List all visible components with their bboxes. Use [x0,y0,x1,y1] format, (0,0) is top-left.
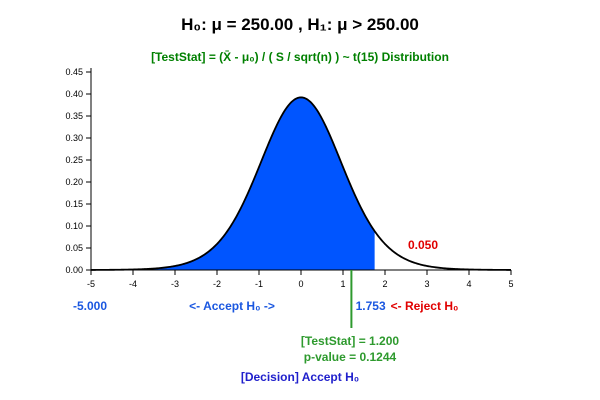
y-tick-label: 0.45 [65,67,83,77]
y-tick-label: 0.40 [65,89,83,99]
x-tick-label: -5 [87,279,95,289]
y-tick-label: 0.00 [65,265,83,275]
left-bound-label: -5.000 [73,299,107,313]
density-curve [91,96,511,271]
y-tick-label: 0.35 [65,111,83,121]
p-value-label: p-value = 0.1244 [304,350,397,364]
reject-region-label: <- Reject H₀ [391,299,459,313]
x-tick-label: 2 [382,279,387,289]
x-tick-label: 4 [466,279,471,289]
y-tick-label: 0.20 [65,177,83,187]
accept-region-label: <- Accept H₀ -> [189,299,275,313]
critical-value-label: 1.753 [356,299,386,313]
y-tick-label: 0.15 [65,199,83,209]
x-tick-label: 3 [424,279,429,289]
accept-region-fill [91,97,375,271]
x-ticks: -5 -4 -3 -2 -1 0 1 2 3 4 5 [87,270,514,289]
x-tick-label: 5 [508,279,513,289]
y-tick-label: 0.30 [65,133,83,143]
x-tick-label: 1 [340,279,345,289]
y-tick-label: 0.05 [65,243,83,253]
y-ticks: 0.00 0.05 0.10 0.15 0.20 0.25 0.30 0.35 0.40 0.45 [65,67,91,275]
chart-title: H₀: μ = 250.00 , H₁: μ > 250.00 [181,15,419,34]
alpha-label: 0.050 [408,238,438,252]
y-tick-label: 0.10 [65,221,83,231]
x-tick-label: -4 [129,279,137,289]
x-tick-label: -2 [213,279,221,289]
chart-subtitle: [TestStat] = (X̄ - μ₀) / ( S / sqrt(n) )… [151,50,449,64]
plot-area: 0.00 0.05 0.10 0.15 0.20 0.25 0.30 0.35 0.40 0.45… [65,67,514,328]
x-tick-label: -3 [171,279,179,289]
x-tick-label: -1 [255,279,263,289]
x-tick-label: 0 [298,279,303,289]
decision-label: [Decision] Accept H₀ [241,370,359,384]
y-tick-label: 0.25 [65,155,83,165]
test-stat-label: [TestStat] = 1.200 [301,334,399,348]
